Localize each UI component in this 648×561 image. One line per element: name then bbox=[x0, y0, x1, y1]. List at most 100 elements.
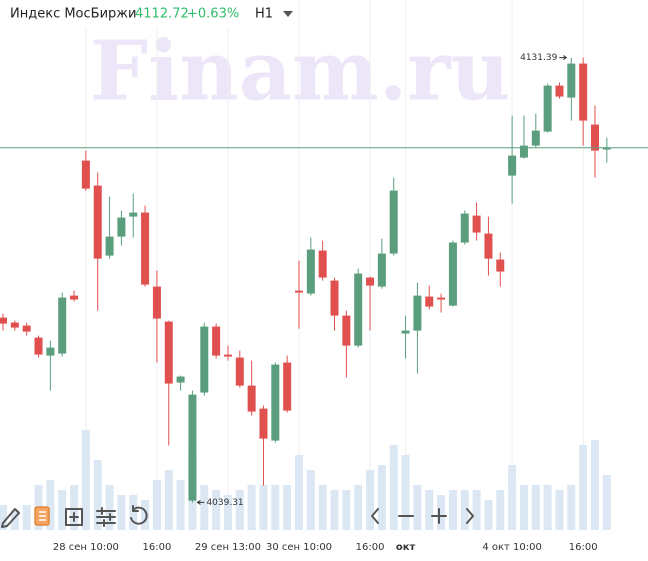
volume-bar bbox=[212, 490, 221, 530]
candle-body bbox=[401, 330, 410, 334]
interval[interactable]: H1 bbox=[255, 7, 273, 22]
watermark: Finam.ru bbox=[90, 23, 510, 119]
candle-body bbox=[34, 337, 43, 355]
volume-bar bbox=[342, 490, 351, 530]
volume-bar bbox=[366, 470, 375, 530]
candle-body bbox=[129, 212, 138, 217]
volume-bar bbox=[271, 485, 280, 530]
candle-body bbox=[425, 296, 434, 307]
candle-body bbox=[555, 85, 564, 97]
volume-bar bbox=[105, 485, 114, 530]
volume-bar bbox=[555, 490, 564, 530]
volume-bar bbox=[200, 485, 209, 530]
volume-bar bbox=[389, 445, 398, 530]
volume-bar bbox=[401, 455, 410, 530]
candle-body bbox=[117, 217, 126, 237]
candle-body bbox=[543, 85, 552, 132]
volume-bar bbox=[283, 485, 292, 530]
candle-body bbox=[318, 250, 327, 278]
volume-bar bbox=[460, 490, 469, 530]
candle-body bbox=[46, 347, 55, 356]
volume-bar bbox=[223, 495, 232, 530]
candle-body bbox=[448, 242, 457, 306]
candle-body bbox=[10, 322, 19, 328]
volume-bar bbox=[259, 485, 268, 530]
candle-body bbox=[247, 385, 256, 412]
volume-bar bbox=[46, 480, 55, 530]
x-tick-label: 16:00 bbox=[356, 542, 385, 553]
list-lines bbox=[39, 511, 46, 521]
candle-body bbox=[58, 297, 67, 354]
scroll-right[interactable] bbox=[466, 508, 474, 524]
volume-bar bbox=[81, 430, 90, 530]
volume-bar bbox=[306, 470, 315, 530]
x-axis-bg bbox=[0, 535, 648, 561]
volume-bar bbox=[579, 445, 588, 530]
volume-bar bbox=[22, 505, 31, 530]
volume-bar bbox=[235, 490, 244, 530]
volume-bar bbox=[519, 485, 528, 530]
zoom-in[interactable] bbox=[431, 508, 447, 524]
x-tick-label: 16:00 bbox=[143, 542, 172, 553]
volume-bar bbox=[93, 460, 102, 530]
candle-body bbox=[377, 253, 386, 287]
volume-bar bbox=[295, 455, 303, 530]
candle-body bbox=[259, 408, 268, 439]
min-label: 4039.31 bbox=[206, 498, 243, 508]
volume-bar bbox=[543, 485, 552, 530]
candle-body bbox=[22, 325, 31, 332]
candle-body bbox=[141, 212, 150, 285]
candle-body bbox=[105, 236, 114, 256]
volume-bar bbox=[0, 505, 7, 530]
x-tick-label: 30 сен 10:00 bbox=[266, 542, 332, 553]
x-tick-label: 28 сен 10:00 bbox=[53, 542, 119, 553]
candle-body bbox=[0, 317, 7, 324]
candle-body bbox=[567, 63, 576, 98]
candle-body bbox=[152, 286, 161, 319]
draw-tool[interactable] bbox=[1, 508, 20, 528]
reset-tool[interactable] bbox=[130, 505, 148, 525]
symbol: Индекс МосБиржи bbox=[10, 7, 136, 22]
add-tool[interactable] bbox=[65, 508, 83, 526]
volume-bar bbox=[413, 485, 422, 530]
interval-dropdown[interactable] bbox=[283, 11, 293, 17]
volume-bar bbox=[164, 470, 173, 530]
candle-body bbox=[389, 190, 398, 254]
candle-body bbox=[366, 277, 375, 286]
volume-bar bbox=[247, 485, 256, 530]
volume-bar bbox=[508, 465, 517, 530]
candle-body bbox=[271, 364, 280, 441]
candle-body bbox=[602, 147, 611, 150]
volume-bar bbox=[10, 510, 19, 530]
volume-bar bbox=[354, 485, 363, 530]
volume-bar bbox=[448, 490, 457, 530]
change: +0.63% bbox=[187, 7, 239, 22]
candle-body bbox=[437, 297, 446, 300]
price: 4112.72 bbox=[135, 7, 189, 22]
candle-body bbox=[176, 376, 185, 383]
candle-body bbox=[354, 273, 363, 346]
header-bg bbox=[0, 0, 246, 28]
candle-body bbox=[591, 124, 599, 151]
candle-body bbox=[330, 280, 339, 316]
max-label: 4131.39 bbox=[520, 53, 557, 63]
candle-body bbox=[342, 315, 351, 346]
plot: 4131.39 4039.31 bbox=[0, 0, 648, 530]
settings-tool[interactable] bbox=[96, 507, 116, 527]
x-tick-label: окт bbox=[396, 542, 416, 553]
volume-bar bbox=[58, 490, 67, 530]
candle-body bbox=[70, 295, 79, 300]
candle-body bbox=[496, 259, 505, 272]
volume-bar bbox=[141, 500, 150, 530]
volume-bar bbox=[176, 480, 185, 530]
volume-bar bbox=[591, 440, 599, 530]
candle-body bbox=[460, 213, 469, 243]
volume-bar bbox=[496, 490, 505, 530]
scroll-left[interactable] bbox=[371, 508, 379, 524]
candle-body bbox=[200, 326, 209, 393]
candle-body bbox=[295, 290, 303, 293]
candle-body bbox=[508, 155, 517, 176]
candle-body bbox=[579, 63, 588, 121]
candle-body bbox=[413, 295, 422, 331]
